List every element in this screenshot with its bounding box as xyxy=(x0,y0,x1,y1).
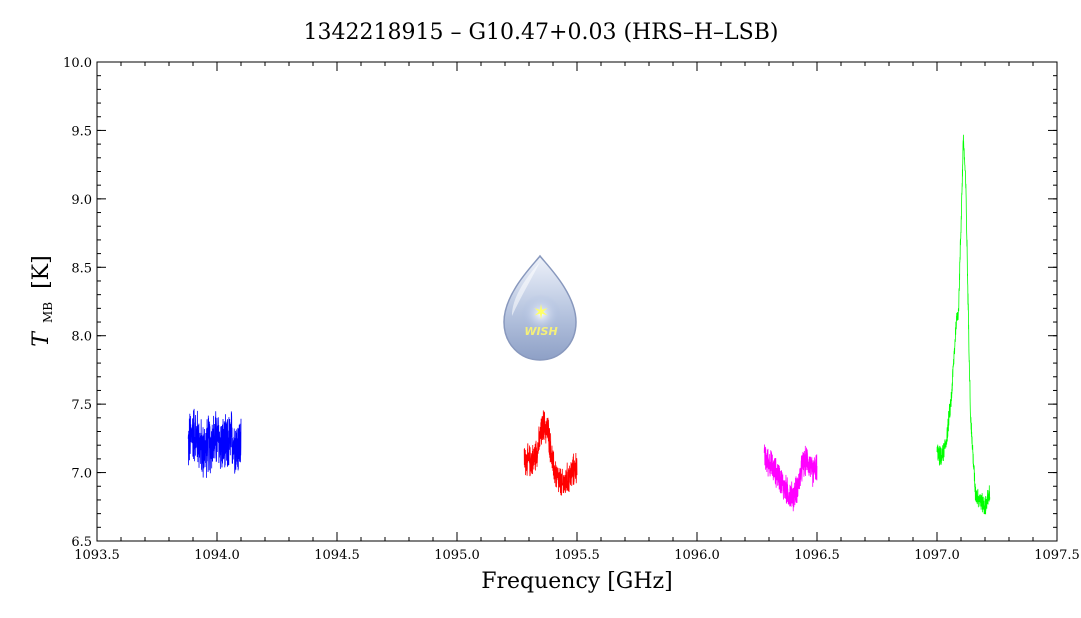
x-tick-label: 1095.0 xyxy=(434,548,480,563)
x-tick-label: 1097.5 xyxy=(1034,548,1080,563)
x-axis-ticks xyxy=(96,62,1058,541)
y-axis-label-unit: [K] xyxy=(29,255,54,289)
y-tick-label: 8.0 xyxy=(71,330,92,345)
y-axis-label-main: T xyxy=(29,330,54,347)
y-tick-label: 10.0 xyxy=(63,56,92,71)
y-tick-label: 8.5 xyxy=(71,261,92,276)
wish-logo: ✶ WISH xyxy=(503,254,577,361)
y-axis-label: T MB [K] xyxy=(29,255,58,346)
x-axis-label: Frequency [GHz] xyxy=(481,569,673,594)
x-tick-label: 1094.5 xyxy=(314,548,360,563)
wish-logo-text: WISH xyxy=(524,325,557,338)
series-line-2 xyxy=(523,410,578,496)
y-tick-label: 9.5 xyxy=(71,124,92,139)
series-layer xyxy=(187,134,991,515)
y-tick-label: 7.0 xyxy=(71,467,92,482)
wish-star-icon: ✶ xyxy=(533,300,550,324)
x-tick-label: 1095.5 xyxy=(554,548,600,563)
x-tick-label: 1097.0 xyxy=(914,548,960,563)
x-tick-label: 1096.5 xyxy=(794,548,840,563)
x-axis-tick-labels: 1093.5 1094.0 1094.5 1095.0 1095.5 1096.0 1096… xyxy=(74,548,1080,563)
series-line-1 xyxy=(187,408,242,478)
y-tick-label: 7.5 xyxy=(71,398,92,413)
y-axis-label-sub: MB xyxy=(41,302,55,323)
series-line-3 xyxy=(763,444,818,512)
y-tick-label: 9.0 xyxy=(71,193,92,208)
y-axis-ticks xyxy=(97,61,1057,542)
series-line-4 xyxy=(936,134,991,515)
y-tick-label: 6.5 xyxy=(71,535,92,550)
x-tick-label: 1094.0 xyxy=(194,548,240,563)
x-tick-label: 1093.5 xyxy=(74,548,120,563)
chart-title: 1342218915 – G10.47+0.03 (HRS–H–LSB) xyxy=(304,20,779,45)
y-axis-tick-labels: 6.5 7.0 7.5 8.0 8.5 9.0 9.5 10.0 xyxy=(63,56,92,550)
x-tick-label: 1096.0 xyxy=(674,548,720,563)
svg-text:T MB [K]: T MB [K] xyxy=(29,255,58,346)
